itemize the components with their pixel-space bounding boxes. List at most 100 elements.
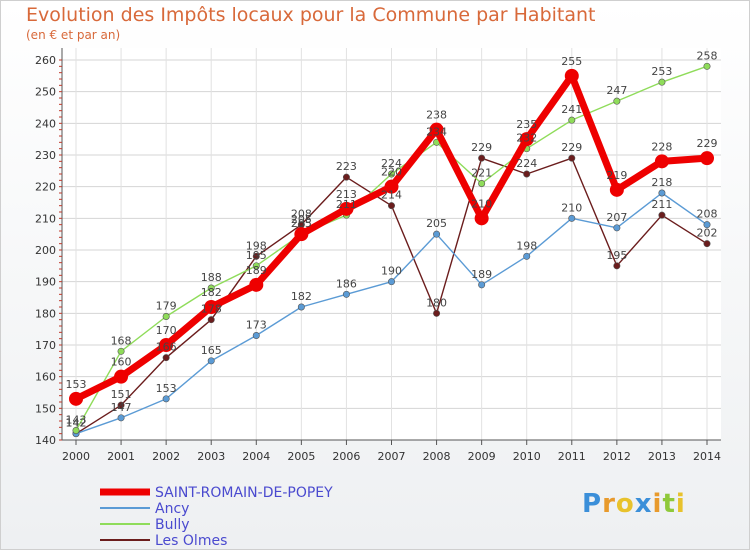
data-label-ancy: 153	[156, 382, 177, 395]
data-point-ancy	[478, 281, 486, 289]
y-tick-label: 250	[35, 86, 56, 99]
data-label-les-olmes: 166	[156, 341, 177, 354]
data-label-saint-romain-de-popey: 205	[291, 213, 312, 226]
data-label-ancy: 210	[561, 201, 582, 214]
logo-letter: i	[652, 489, 663, 519]
data-label-ancy: 147	[111, 401, 132, 414]
data-point-ancy	[162, 395, 170, 403]
data-point-saint-romain-de-popey	[69, 391, 83, 406]
y-tick-label: 240	[35, 117, 56, 130]
y-tick-label: 200	[35, 244, 56, 257]
legend-label-bully: Bully	[155, 517, 190, 533]
data-label-ancy: 207	[606, 211, 627, 224]
data-label-saint-romain-de-popey: 235	[516, 118, 537, 131]
data-point-les-olmes	[613, 262, 621, 270]
data-point-les-olmes	[207, 316, 215, 324]
data-label-ancy: 198	[516, 239, 537, 252]
data-point-ancy	[613, 224, 621, 232]
data-point-les-olmes	[703, 240, 711, 248]
data-point-ancy	[568, 214, 576, 222]
logo-letter: P	[582, 489, 603, 519]
x-tick-label: 2005	[287, 450, 315, 463]
data-label-saint-romain-de-popey: 219	[606, 169, 627, 182]
logo-letter: x	[634, 489, 653, 519]
data-label-bully: 195	[246, 249, 267, 262]
y-tick-label: 220	[35, 181, 56, 194]
x-tick-label: 2000	[62, 450, 90, 463]
logo-letter: o	[615, 489, 635, 519]
data-label-bully: 258	[697, 49, 718, 62]
x-tick-label: 2011	[558, 450, 586, 463]
data-label-saint-romain-de-popey: 255	[561, 55, 582, 68]
x-tick-label: 2008	[423, 450, 451, 463]
data-point-saint-romain-de-popey	[339, 201, 354, 216]
legend-label-ancy: Ancy	[155, 501, 189, 517]
data-label-bully: 224	[381, 157, 402, 170]
data-point-saint-romain-de-popey	[519, 132, 534, 147]
data-label-ancy: 190	[381, 265, 402, 278]
data-label-bully: 247	[606, 84, 627, 97]
x-tick-label: 2001	[107, 450, 135, 463]
data-label-les-olmes: 178	[201, 303, 222, 316]
data-point-saint-romain-de-popey	[114, 369, 129, 384]
data-point-bully	[658, 78, 666, 86]
x-tick-label: 2003	[197, 450, 225, 463]
x-tick-label: 2006	[332, 450, 360, 463]
chart-title: Evolution des Impôts locaux pour la Comm…	[26, 4, 596, 26]
y-tick-label: 140	[35, 434, 56, 447]
data-point-bully	[703, 62, 711, 70]
data-label-saint-romain-de-popey: 160	[111, 356, 132, 369]
data-point-ancy	[658, 189, 666, 197]
data-point-les-olmes	[478, 154, 486, 162]
x-tick-label: 2002	[152, 450, 180, 463]
data-point-saint-romain-de-popey	[159, 338, 174, 352]
data-point-les-olmes	[658, 211, 666, 219]
data-point-les-olmes	[568, 154, 576, 162]
data-label-ancy: 205	[426, 217, 447, 230]
data-point-les-olmes	[387, 202, 395, 210]
data-point-les-olmes	[117, 401, 125, 409]
data-label-les-olmes: 214	[381, 189, 402, 202]
data-label-les-olmes: 151	[111, 388, 132, 401]
data-point-ancy	[433, 230, 441, 238]
data-label-ancy: 186	[336, 277, 357, 290]
data-point-bully	[117, 347, 125, 355]
logo-letter: r	[602, 489, 616, 519]
data-point-bully	[207, 284, 215, 292]
x-tick-label: 2007	[378, 450, 406, 463]
data-label-les-olmes: 208	[291, 208, 312, 221]
data-label-bully: 168	[111, 334, 132, 347]
data-point-bully	[387, 170, 395, 178]
y-tick-label: 260	[35, 54, 56, 67]
data-point-ancy	[117, 414, 125, 422]
data-label-bully: 253	[651, 65, 672, 78]
data-label-ancy: 218	[651, 176, 672, 189]
y-tick-label: 150	[35, 402, 56, 415]
x-tick-label: 2004	[242, 450, 270, 463]
data-label-les-olmes: 223	[336, 160, 357, 173]
data-label-les-olmes: 180	[426, 296, 447, 309]
data-point-les-olmes	[523, 170, 531, 178]
data-label-les-olmes: 211	[651, 198, 672, 211]
data-point-saint-romain-de-popey	[609, 182, 624, 197]
data-label-saint-romain-de-popey: 182	[201, 286, 222, 299]
data-point-ancy	[703, 221, 711, 229]
data-label-saint-romain-de-popey: 228	[651, 140, 672, 153]
x-tick-label: 2014	[693, 450, 721, 463]
data-label-saint-romain-de-popey: 170	[156, 324, 177, 337]
y-tick-label: 190	[35, 276, 56, 289]
data-point-ancy	[342, 290, 350, 298]
data-label-saint-romain-de-popey: 220	[381, 166, 402, 179]
legend-label-les-olmes: Les Olmes	[155, 533, 227, 549]
data-label-ancy: 173	[246, 319, 267, 332]
y-tick-label: 230	[35, 149, 56, 162]
data-label-les-olmes: 195	[606, 249, 627, 262]
y-tick-label: 210	[35, 212, 56, 225]
data-point-ancy	[387, 278, 395, 286]
data-point-bully	[252, 262, 260, 270]
data-label-les-olmes: 229	[471, 141, 492, 154]
data-label-bully: 188	[201, 271, 222, 284]
proxiti-logo: Proxiti	[582, 489, 686, 519]
data-point-ancy	[297, 303, 305, 311]
